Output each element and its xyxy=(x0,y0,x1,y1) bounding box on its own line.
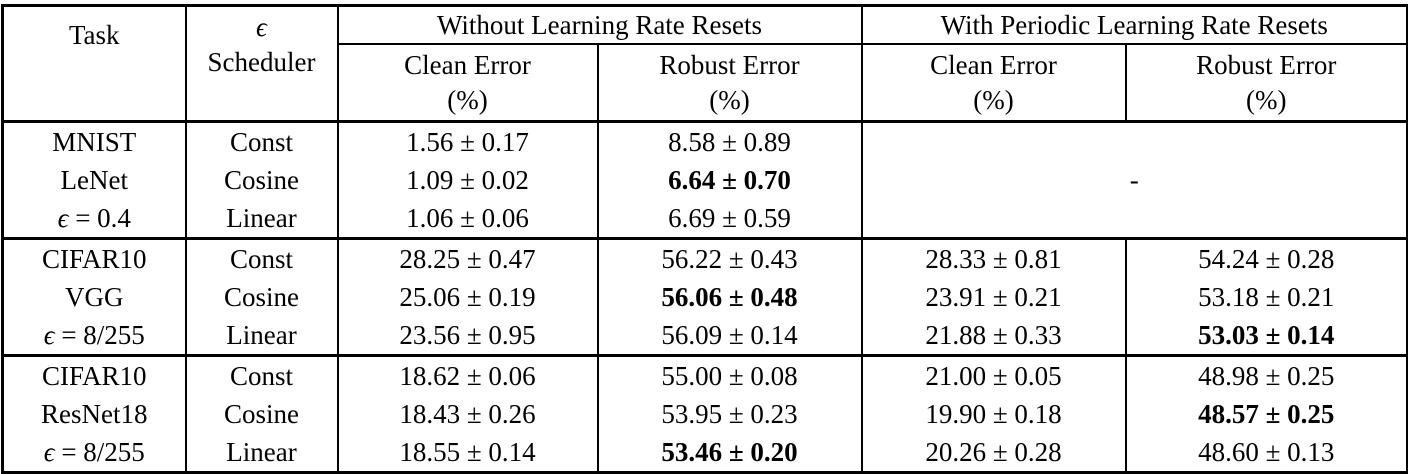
value-cell: 53.03 ± 0.14 xyxy=(1124,316,1408,356)
group-header-without-resets: Without Learning Rate Resets xyxy=(336,5,863,45)
col-header-task: Task xyxy=(1,5,187,123)
value-cell: 53.18 ± 0.21 xyxy=(1124,278,1408,316)
value-cell: 48.60 ± 0.13 xyxy=(1124,433,1408,473)
value-cell: 6.64 ± 0.70 xyxy=(596,161,863,199)
subheader-label: Robust Error xyxy=(659,50,800,80)
value-cell: 54.24 ± 0.28 xyxy=(1124,237,1408,278)
table-row: VGG Cosine 25.06 ± 0.19 56.06 ± 0.48 23.91 ±… xyxy=(1,278,1408,316)
task-cell: ResNet18 xyxy=(1,395,187,433)
value-cell: 56.06 ± 0.48 xyxy=(596,278,863,316)
value-cell: 48.57 ± 0.25 xyxy=(1124,395,1408,433)
value-cell: 23.56 ± 0.95 xyxy=(336,316,599,356)
subheader-label: Clean Error xyxy=(930,50,1057,80)
value-cell: 56.09 ± 0.14 xyxy=(596,316,863,356)
value-cell: 21.00 ± 0.05 xyxy=(860,354,1127,395)
value-cell: 53.46 ± 0.20 xyxy=(596,433,863,473)
value-cell: 1.06 ± 0.06 xyxy=(336,199,599,239)
value-cell: 48.98 ± 0.25 xyxy=(1124,354,1408,395)
table-row: LeNet Cosine 1.09 ± 0.02 6.64 ± 0.70 xyxy=(1,161,1408,199)
value-cell: 1.09 ± 0.02 xyxy=(336,161,599,199)
scheduler-cell: Linear xyxy=(184,433,339,473)
table-row: ϵ = 0.4 Linear 1.06 ± 0.06 6.69 ± 0.59 xyxy=(1,199,1408,239)
scheduler-label: Scheduler xyxy=(207,47,316,77)
table-row: MNIST Const 1.56 ± 0.17 8.58 ± 0.89- xyxy=(1,120,1408,239)
table-row: ϵ = 8/255 Linear 18.55 ± 0.14 53.46 ± 0.20 2… xyxy=(1,433,1408,473)
header-row-top: Task ϵ Scheduler Without Learning Rate R… xyxy=(1,5,1408,123)
table-row: ResNet18 Cosine 18.43 ± 0.26 53.95 ± 0.23 19… xyxy=(1,395,1408,433)
table-row: CIFAR10 Const 28.25 ± 0.47 56.22 ± 0.43 28.3… xyxy=(1,237,1408,278)
subheader-label: Robust Error xyxy=(1196,50,1337,80)
unit-label: (%) xyxy=(709,85,750,115)
task-cell: MNIST xyxy=(1,120,187,161)
scheduler-cell: Const xyxy=(184,354,339,395)
value-cell: 18.43 ± 0.26 xyxy=(336,395,599,433)
unit-label: (%) xyxy=(1246,85,1287,115)
task-cell: CIFAR10 xyxy=(1,354,187,395)
value-cell: 23.91 ± 0.21 xyxy=(860,278,1127,316)
value-cell: 1.56 ± 0.17 xyxy=(336,120,599,161)
value-cell: 55.00 ± 0.08 xyxy=(596,354,863,395)
scheduler-cell: Cosine xyxy=(184,278,339,316)
epsilon-symbol: ϵ xyxy=(43,437,55,467)
results-tbody: MNIST Const 1.56 ± 0.17 8.58 ± 0.89- LeNet Co… xyxy=(1,120,1408,473)
unit-label: (%) xyxy=(973,85,1014,115)
task-cell: ϵ = 8/255 xyxy=(1,433,187,473)
table-row: ϵ = 8/255 Linear 23.56 ± 0.95 56.09 ± 0.14 2… xyxy=(1,316,1408,356)
subheader-clean-error-with: Clean Error (%) xyxy=(860,44,1127,123)
header-row-sub: Clean Error (%) Robust Error (%) Clean E… xyxy=(3,44,1408,123)
value-cell: 6.69 ± 0.59 xyxy=(596,199,863,239)
scheduler-cell: Linear xyxy=(184,199,339,239)
scheduler-cell: Const xyxy=(184,120,339,161)
value-cell: 56.22 ± 0.43 xyxy=(596,237,863,278)
value-cell: 28.33 ± 0.81 xyxy=(860,237,1127,278)
unit-label: (%) xyxy=(447,85,488,115)
value-cell: 18.62 ± 0.06 xyxy=(336,354,599,395)
epsilon-symbol: ϵ xyxy=(43,320,55,350)
epsilon-symbol: ϵ xyxy=(57,203,69,233)
results-table: Task ϵ Scheduler Without Learning Rate R… xyxy=(1,4,1408,474)
task-cell: CIFAR10 xyxy=(1,237,187,278)
task-cell: VGG xyxy=(1,278,187,316)
value-cell: 19.90 ± 0.18 xyxy=(860,395,1127,433)
subheader-robust-error-with: Robust Error (%) xyxy=(1124,44,1408,123)
scheduler-cell: Cosine xyxy=(184,395,339,433)
col-header-scheduler: ϵ Scheduler xyxy=(184,5,339,123)
scheduler-cell: Linear xyxy=(184,316,339,356)
value-cell: 21.88 ± 0.33 xyxy=(860,316,1127,356)
task-cell: LeNet xyxy=(1,161,187,199)
value-cell: 18.55 ± 0.14 xyxy=(336,433,599,473)
value-cell: 8.58 ± 0.89 xyxy=(596,120,863,161)
value-cell: 20.26 ± 0.28 xyxy=(860,433,1127,473)
subheader-robust-error-without: Robust Error (%) xyxy=(596,44,863,123)
scheduler-cell: Const xyxy=(184,237,339,278)
subheader-clean-error-without: Clean Error (%) xyxy=(336,44,599,123)
task-cell: ϵ = 0.4 xyxy=(1,199,187,239)
table-header: Task ϵ Scheduler Without Learning Rate R… xyxy=(1,5,1408,123)
value-cell: 28.25 ± 0.47 xyxy=(336,237,599,278)
value-cell: 53.95 ± 0.23 xyxy=(596,395,863,433)
value-cell: 25.06 ± 0.19 xyxy=(336,278,599,316)
epsilon-symbol: ϵ xyxy=(256,12,267,42)
scheduler-cell: Cosine xyxy=(184,161,339,199)
task-cell: ϵ = 8/255 xyxy=(1,316,187,356)
merged-empty-cell: - xyxy=(860,120,1408,239)
table-row: CIFAR10 Const 18.62 ± 0.06 55.00 ± 0.08 21.0… xyxy=(1,354,1408,395)
subheader-label: Clean Error xyxy=(404,50,531,80)
group-header-with-resets: With Periodic Learning Rate Resets xyxy=(860,5,1408,45)
